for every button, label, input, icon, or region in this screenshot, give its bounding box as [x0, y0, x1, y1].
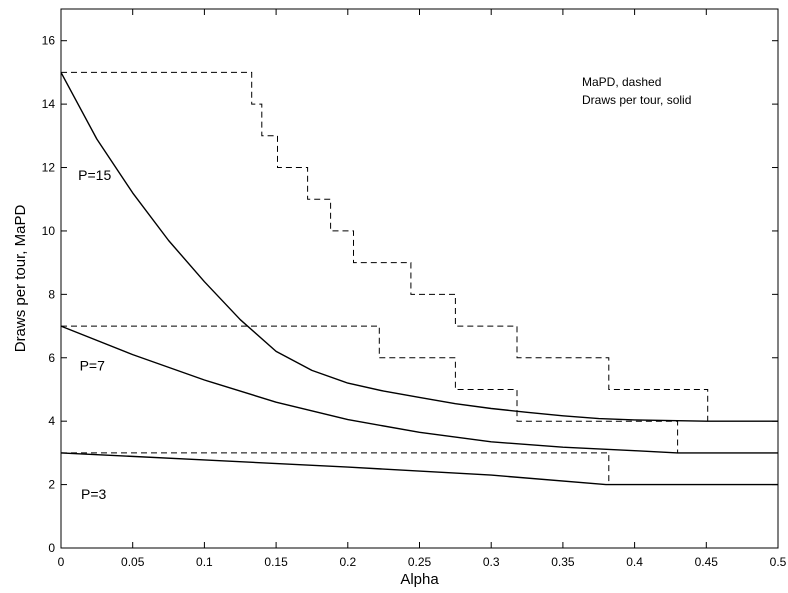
x-tick-label: 0.35 [551, 555, 575, 569]
mapd-dashed-line [61, 452, 610, 485]
curve-label: P=7 [80, 357, 106, 373]
y-tick-label: 14 [42, 97, 56, 111]
legend-line-1: MaPD, dashed [582, 75, 661, 89]
y-axis-label: Draws per tour, MaPD [12, 205, 29, 353]
mapd-dashed-line [61, 325, 679, 453]
y-axis-ticks: 0 2 4 6 8 10 12 14 16 [42, 34, 778, 555]
x-tick-label: 0 [58, 555, 65, 569]
y-tick-label: 8 [48, 287, 55, 301]
y-tick-label: 2 [48, 478, 55, 492]
y-tick-label: 12 [42, 161, 56, 175]
curve-label: P=3 [81, 486, 107, 502]
x-tick-label: 0.15 [264, 555, 288, 569]
plot-frame [60, 8, 779, 549]
y-tick-label: 0 [48, 541, 55, 555]
x-tick-label: 0.5 [770, 555, 787, 569]
y-tick-label: 10 [42, 224, 56, 238]
legend-line-2: Draws per tour, solid [582, 93, 691, 107]
x-tick-label: 0.05 [121, 555, 145, 569]
y-tick-label: 16 [42, 34, 56, 48]
draws-solid-curve [60, 452, 778, 486]
draws-solid-curve [60, 325, 778, 454]
y-tick-label: 6 [48, 351, 55, 365]
y-tick-label: 4 [48, 414, 55, 428]
x-tick-label: 0.45 [695, 555, 719, 569]
series-layer [60, 71, 778, 486]
x-tick-label: 0.2 [339, 555, 356, 569]
x-tick-label: 0.3 [483, 555, 500, 569]
curve-labels: P=15 P=7 P=3 [78, 167, 111, 502]
x-tick-label: 0.25 [408, 555, 432, 569]
curve-label: P=15 [78, 167, 111, 183]
mapd-dashed-line [61, 71, 709, 422]
x-axis-label: Alpha [400, 571, 439, 588]
x-tick-label: 0.1 [196, 555, 213, 569]
draws-solid-curve [60, 72, 778, 422]
x-axis-ticks: 0 0.05 0.1 0.15 0.2 0.25 0.3 0.35 0.4 0.45 0.5 [58, 9, 787, 569]
x-tick-label: 0.4 [626, 555, 643, 569]
